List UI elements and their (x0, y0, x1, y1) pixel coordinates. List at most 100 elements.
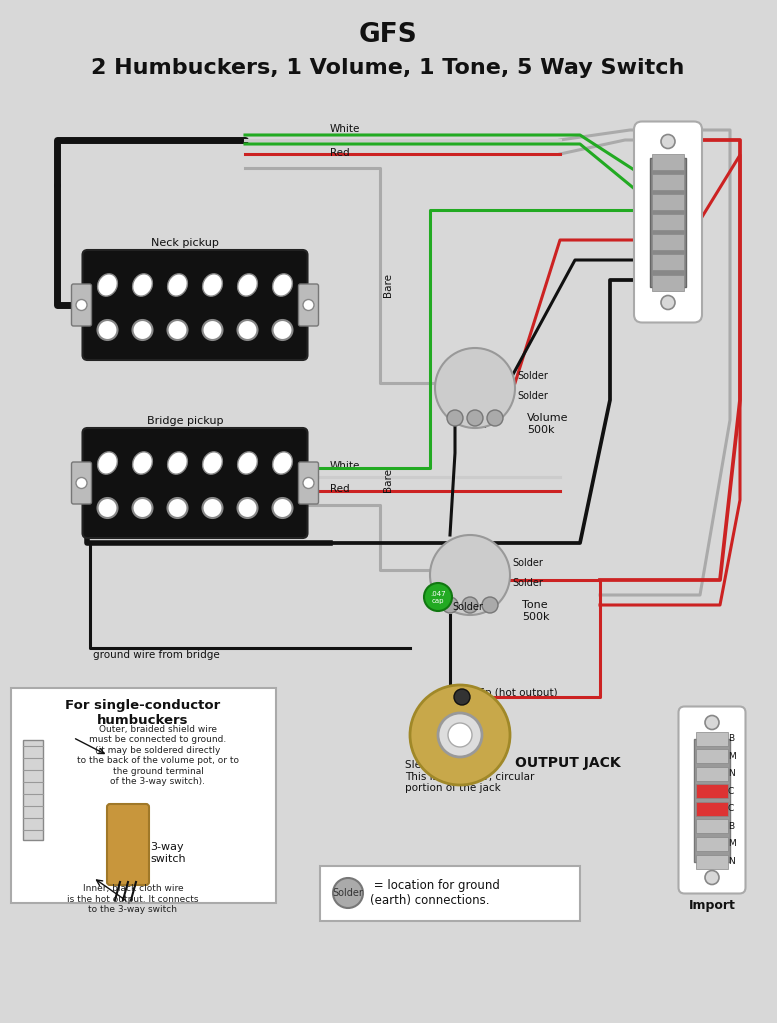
Ellipse shape (273, 452, 292, 475)
FancyBboxPatch shape (634, 122, 702, 322)
Text: White: White (330, 124, 361, 134)
Text: C: C (728, 804, 734, 813)
Circle shape (435, 348, 515, 428)
FancyBboxPatch shape (71, 462, 92, 504)
Circle shape (430, 535, 510, 615)
Text: White: White (330, 461, 361, 471)
Circle shape (661, 296, 675, 310)
Text: N: N (728, 769, 735, 779)
Ellipse shape (203, 452, 222, 475)
Text: Red: Red (330, 484, 350, 494)
Circle shape (454, 690, 470, 705)
Text: ground wire from bridge: ground wire from bridge (93, 650, 220, 660)
Text: .047
cap: .047 cap (430, 590, 446, 604)
Bar (696, 766, 728, 781)
Circle shape (487, 410, 503, 426)
Bar (696, 785, 728, 798)
Circle shape (303, 300, 314, 311)
Circle shape (168, 320, 187, 340)
Text: Bare: Bare (383, 468, 393, 492)
Ellipse shape (98, 452, 117, 475)
Circle shape (273, 320, 292, 340)
Circle shape (273, 498, 292, 518)
FancyBboxPatch shape (82, 428, 308, 538)
Circle shape (661, 134, 675, 148)
Bar (696, 802, 728, 815)
Text: OUTPUT JACK: OUTPUT JACK (515, 756, 621, 770)
Text: Volume
500k: Volume 500k (527, 413, 569, 435)
Ellipse shape (238, 452, 257, 475)
Circle shape (705, 871, 719, 885)
Text: Neck pickup: Neck pickup (151, 238, 219, 248)
Text: Outer, braided shield wire
must be connected to ground.
(it may be soldered dire: Outer, braided shield wire must be conne… (77, 725, 239, 786)
Circle shape (705, 715, 719, 729)
Bar (652, 234, 684, 251)
Circle shape (438, 713, 482, 757)
Circle shape (447, 410, 463, 426)
Ellipse shape (133, 452, 152, 475)
Text: Bare: Bare (383, 273, 393, 297)
Circle shape (203, 498, 222, 518)
Text: Solder: Solder (512, 578, 543, 588)
Text: N: N (728, 857, 735, 866)
Bar (694, 739, 730, 861)
Circle shape (97, 320, 117, 340)
Text: Solder: Solder (333, 888, 364, 898)
Text: M: M (728, 752, 736, 760)
Circle shape (97, 498, 117, 518)
Ellipse shape (238, 274, 257, 297)
Bar (23, 740, 43, 840)
Text: B: B (728, 733, 734, 743)
Ellipse shape (168, 274, 187, 297)
Bar (652, 214, 684, 230)
Text: 2 Humbuckers, 1 Volume, 1 Tone, 5 Way Switch: 2 Humbuckers, 1 Volume, 1 Tone, 5 Way Sw… (92, 58, 685, 78)
Circle shape (448, 723, 472, 747)
Bar (696, 731, 728, 746)
Circle shape (467, 410, 483, 426)
Bar (11, 687, 276, 902)
Circle shape (333, 878, 363, 908)
Text: Tone
500k: Tone 500k (522, 601, 549, 622)
Text: For single-conductor
humbuckers: For single-conductor humbuckers (65, 699, 221, 726)
Bar (320, 865, 580, 921)
FancyBboxPatch shape (678, 707, 745, 893)
Text: Bridge pickup: Bridge pickup (147, 416, 223, 426)
FancyBboxPatch shape (82, 250, 308, 360)
Circle shape (168, 498, 187, 518)
Text: Tip (hot output): Tip (hot output) (476, 688, 558, 698)
Text: Inner, black cloth wire
is the hot output. It connects
to the 3-way switch: Inner, black cloth wire is the hot outpu… (68, 885, 199, 915)
Circle shape (482, 597, 498, 613)
Circle shape (76, 478, 87, 489)
Text: Solder: Solder (512, 558, 543, 568)
Ellipse shape (273, 274, 292, 297)
Text: Solder: Solder (517, 371, 548, 381)
Bar (696, 819, 728, 834)
Bar (650, 158, 686, 286)
Circle shape (238, 498, 257, 518)
Ellipse shape (168, 452, 187, 475)
Circle shape (410, 685, 510, 785)
Circle shape (238, 320, 257, 340)
Text: Solder: Solder (452, 602, 483, 612)
Bar (652, 274, 684, 291)
Bar (652, 255, 684, 270)
Bar (696, 837, 728, 851)
Circle shape (133, 498, 152, 518)
Circle shape (133, 320, 152, 340)
Text: Import: Import (688, 899, 736, 913)
Text: M: M (728, 840, 736, 848)
Circle shape (462, 597, 478, 613)
Circle shape (424, 583, 452, 611)
Text: C: C (728, 787, 734, 796)
Bar (696, 854, 728, 869)
FancyBboxPatch shape (298, 462, 319, 504)
FancyBboxPatch shape (298, 284, 319, 326)
Circle shape (76, 300, 87, 311)
Ellipse shape (133, 274, 152, 297)
Bar (696, 749, 728, 763)
Text: Solder: Solder (517, 391, 548, 401)
Text: GFS: GFS (359, 23, 417, 48)
Circle shape (203, 320, 222, 340)
Circle shape (303, 478, 314, 489)
Circle shape (442, 597, 458, 613)
